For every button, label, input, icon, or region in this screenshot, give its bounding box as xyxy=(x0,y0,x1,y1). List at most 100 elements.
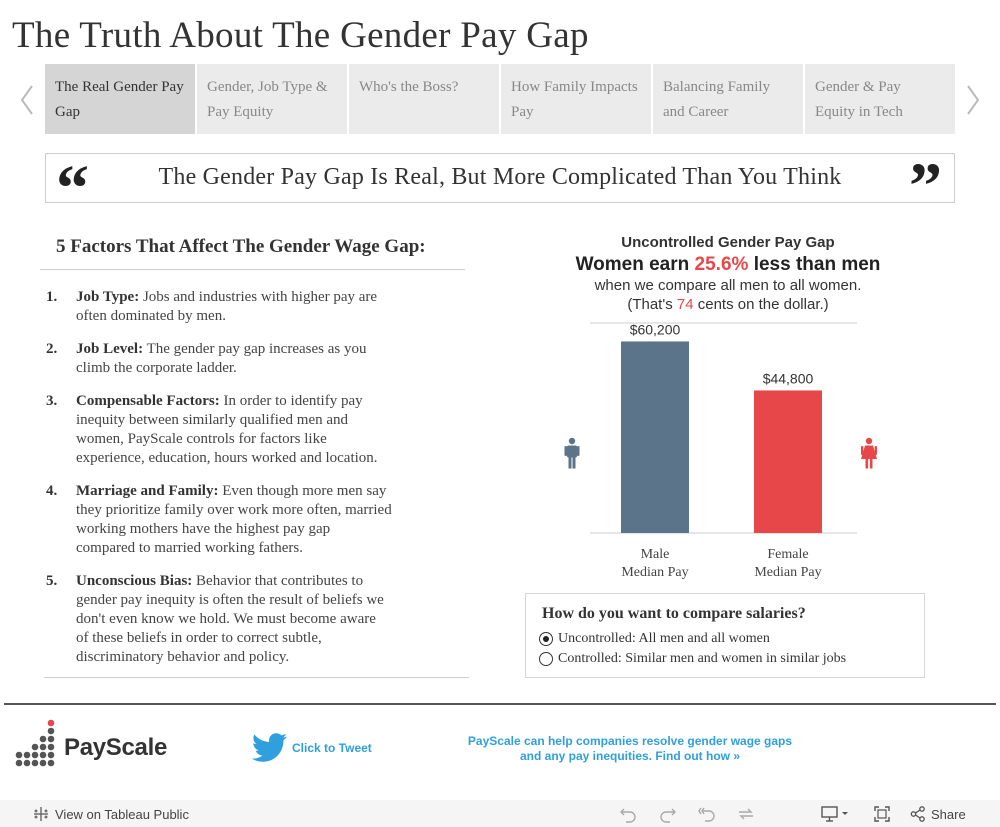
device-preview-icon[interactable] xyxy=(820,805,852,823)
compare-selector: How do you want to compare salaries? Unc… xyxy=(525,593,925,678)
factor-text: of these beliefs in order to correct sub… xyxy=(76,630,322,646)
factor-text: compared to married working fathers. xyxy=(76,540,303,556)
fullscreen-icon[interactable] xyxy=(873,805,891,823)
close-quote-icon: ” xyxy=(909,150,942,223)
redo-icon[interactable] xyxy=(658,805,678,823)
factor-name: Unconscious Bias: xyxy=(76,573,193,589)
payscale-logo[interactable] xyxy=(14,718,174,770)
factor-text: Jobs and industries with higher pay are xyxy=(142,289,378,305)
view-on-tableau-label: View on Tableau Public xyxy=(55,806,189,822)
factors-list: 1. Job Type: Jobs and industries with hi… xyxy=(46,288,436,681)
twitter-bird-icon xyxy=(252,733,287,762)
payscale-logo-text[interactable]: PayScale xyxy=(64,734,168,761)
tab-pay-equity-tech[interactable]: Gender & Pay Equity in Tech xyxy=(805,64,955,134)
factor-text: experience, education, hours worked and … xyxy=(76,450,378,466)
tab-label: Equity in Tech xyxy=(815,104,903,120)
share-icon xyxy=(910,806,925,822)
share-label: Share xyxy=(931,806,966,822)
payscale-dots-logo-icon xyxy=(15,719,55,767)
male-figure-icon xyxy=(564,437,580,469)
chart-cents-note: (That's 74 cents on the dollar.) xyxy=(560,296,896,313)
chart-note-text: (That's xyxy=(627,296,677,313)
tab-family-impacts-pay[interactable]: How Family Impacts Pay xyxy=(501,64,651,134)
factor-name: Compensable Factors: xyxy=(76,393,220,409)
factor-item-compensable-factors: 3. Compensable Factors: In order to iden… xyxy=(46,392,436,468)
category-label: Male xyxy=(641,547,670,562)
factor-name: Job Type: xyxy=(76,289,140,305)
factor-text: In order to identify pay xyxy=(223,393,363,409)
factor-number: 5. xyxy=(46,573,58,589)
tab-gender-job-type[interactable]: Gender, Job Type & Pay Equity xyxy=(197,64,347,134)
female-figure-icon xyxy=(861,437,877,469)
factor-number: 4. xyxy=(46,483,58,499)
refresh-icon[interactable] xyxy=(735,805,757,823)
tab-whos-the-boss[interactable]: Who's the Boss? xyxy=(349,64,499,134)
factors-bottom-divider xyxy=(44,677,469,678)
factor-text: The gender pay gap increases as you xyxy=(146,341,367,357)
prev-tab-button[interactable] xyxy=(16,80,38,120)
factor-item-unconscious-bias: 5. Unconscious Bias: Behavior that contr… xyxy=(46,572,436,667)
quote-banner: “ The Gender Pay Gap Is Real, But More C… xyxy=(45,152,955,224)
factor-text: discriminatory behavior and policy. xyxy=(76,649,290,665)
gap-percent: 25.6% xyxy=(694,254,749,275)
promo-line: and any pay inequities. Find out how » xyxy=(519,749,741,763)
view-on-tableau-button[interactable]: View on Tableau Public xyxy=(33,806,189,822)
tab-label: Gap xyxy=(55,104,80,120)
category-label: Median Pay xyxy=(621,565,688,580)
tab-label: Pay xyxy=(511,104,534,120)
tab-label: How Family Impacts xyxy=(511,79,638,95)
factor-number: 1. xyxy=(46,289,58,305)
chart-title: Uncontrolled Gender Pay Gap xyxy=(621,234,835,251)
category-label: Female xyxy=(767,547,808,562)
radio-selected-icon[interactable] xyxy=(539,632,553,646)
factor-text: Behavior that contributes to xyxy=(196,573,364,589)
radio-controlled[interactable]: Controlled: Similar men and women in sim… xyxy=(539,651,846,667)
tab-real-gender-pay-gap[interactable]: The Real Gender Pay Gap xyxy=(45,64,195,134)
promo-link[interactable]: PayScale can help companies resolve gend… xyxy=(440,734,820,764)
section-divider xyxy=(4,703,996,705)
compare-question: How do you want to compare salaries? xyxy=(542,605,806,622)
tableau-logo-icon xyxy=(34,807,48,821)
chart-headline-text: less than men xyxy=(748,254,881,275)
tab-label: Gender, Job Type & xyxy=(207,79,328,95)
chart-note-text: cents on the dollar.) xyxy=(693,296,829,313)
undo-icon[interactable] xyxy=(618,805,638,823)
chevron-right-icon xyxy=(967,85,980,115)
quote-text: The Gender Pay Gap Is Real, But More Com… xyxy=(158,164,842,190)
factors-heading: 5 Factors That Affect The Gender Wage Ga… xyxy=(56,236,426,257)
pay-bar-chart-svg: $60,200 Male Median Pay $44,800 Female Median… xyxy=(564,321,877,580)
next-tab-button[interactable] xyxy=(962,80,984,120)
bar-male[interactable] xyxy=(621,341,689,533)
radio-uncontrolled[interactable]: Uncontrolled: All men and all women xyxy=(539,631,770,647)
pay-bar-chart: $60,200 Male Median Pay $44,800 Female Median… xyxy=(555,320,900,590)
factor-number: 3. xyxy=(46,393,58,409)
page-title: The Truth About The Gender Pay Gap xyxy=(12,15,589,56)
chevron-left-icon xyxy=(20,85,33,115)
factor-text: Even though more men say xyxy=(222,483,387,499)
share-button[interactable]: Share xyxy=(910,806,966,822)
factor-name: Marriage and Family: xyxy=(76,483,219,499)
tab-label: Gender & Pay xyxy=(815,79,901,95)
factor-item-job-type: 1. Job Type: Jobs and industries with hi… xyxy=(46,288,436,326)
radio-label: Uncontrolled: All men and all women xyxy=(558,631,770,646)
factor-text: inequity between similarly qualified men… xyxy=(76,412,349,428)
revert-icon[interactable] xyxy=(697,805,717,823)
radio-label: Controlled: Similar men and women in sim… xyxy=(558,651,847,666)
tab-balancing-family-career[interactable]: Balancing Family and Career xyxy=(653,64,803,134)
factor-item-marriage-family: 4. Marriage and Family: Even though more… xyxy=(46,482,436,558)
category-label: Median Pay xyxy=(754,565,821,580)
factor-text: gender pay inequity is often the result … xyxy=(76,592,384,608)
open-quote-icon: “ xyxy=(56,152,89,225)
bar-female[interactable] xyxy=(754,390,822,533)
click-to-tweet-link[interactable]: Click to Tweet xyxy=(252,733,372,763)
factor-text: often dominated by men. xyxy=(76,308,226,324)
bar-value-label: $44,800 xyxy=(763,370,814,386)
promo-line: PayScale can help companies resolve gend… xyxy=(467,734,793,748)
factor-text: climb the corporate ladder. xyxy=(76,360,237,376)
chart-subtitle: when we compare all men to all women. xyxy=(594,277,862,294)
tab-label: Who's the Boss? xyxy=(359,79,459,95)
bar-value-label: $60,200 xyxy=(630,321,681,337)
factor-name: Job Level: xyxy=(76,341,144,357)
radio-unselected-icon[interactable] xyxy=(539,652,553,666)
factors-top-divider xyxy=(40,269,465,270)
